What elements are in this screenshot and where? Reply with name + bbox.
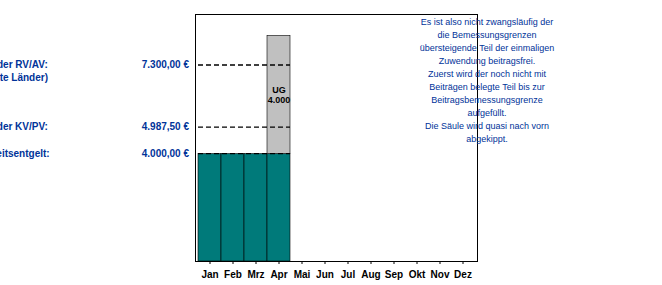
svg-text:Feb: Feb <box>224 269 242 280</box>
svg-text:BBG in der RV/AV:: BBG in der RV/AV: <box>0 59 48 70</box>
svg-text:Jan: Jan <box>201 269 218 280</box>
svg-text:UG4.000: UG4.000 <box>268 85 291 105</box>
svg-text:Nov: Nov <box>431 269 450 280</box>
svg-text:7.300,00 €: 7.300,00 € <box>142 59 190 70</box>
svg-text:Mai: Mai <box>294 269 311 280</box>
svg-text:(alte Länder): (alte Länder) <box>0 72 48 83</box>
svg-text:4.987,50 €: 4.987,50 € <box>142 121 190 132</box>
svg-text:Es ist also nicht zwangsläufig: Es ist also nicht zwangsläufig derdie Be… <box>420 17 554 144</box>
svg-text:Lfd. Arbeitsentgelt:: Lfd. Arbeitsentgelt: <box>0 148 50 159</box>
svg-text:Dez: Dez <box>454 269 472 280</box>
svg-text:Mrz: Mrz <box>247 269 264 280</box>
svg-text:BBG in der KV/PV:: BBG in der KV/PV: <box>0 121 48 132</box>
svg-text:Sep: Sep <box>385 269 403 280</box>
svg-text:Apr: Apr <box>270 269 287 280</box>
svg-text:Okt: Okt <box>409 269 426 280</box>
svg-text:Aug: Aug <box>361 269 380 280</box>
svg-text:Jun: Jun <box>316 269 334 280</box>
svg-text:Jul: Jul <box>341 269 356 280</box>
svg-text:4.000,00 €: 4.000,00 € <box>142 148 190 159</box>
